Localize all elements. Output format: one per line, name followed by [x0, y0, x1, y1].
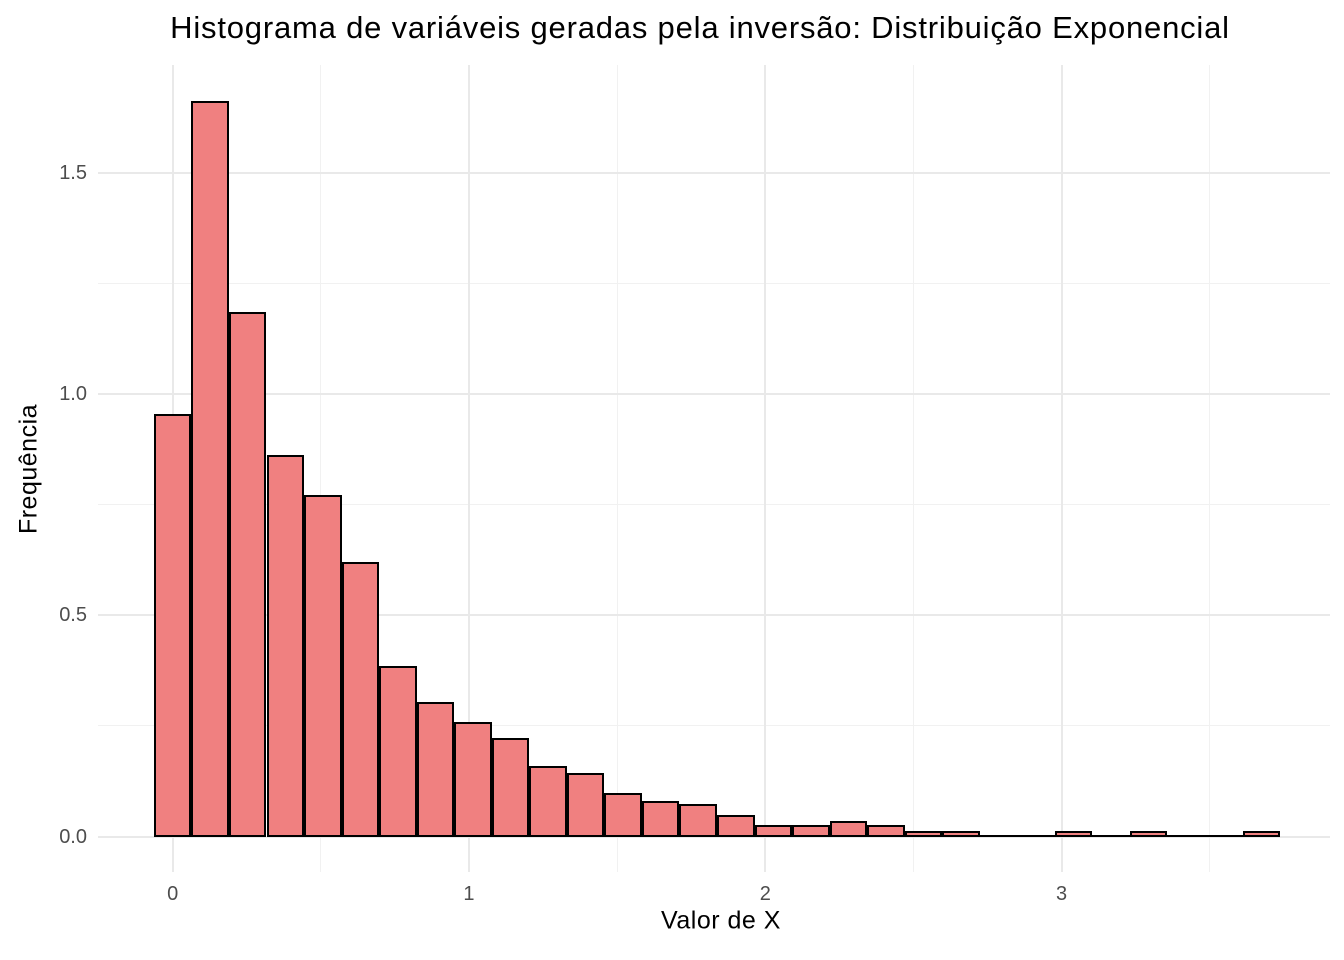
- histogram-bar: [679, 804, 717, 837]
- histogram-bar: [266, 455, 305, 837]
- histogram-bar: [1017, 834, 1055, 837]
- histogram-bar: [754, 824, 793, 837]
- histogram-bar: [829, 820, 868, 837]
- histogram-bar: [341, 562, 380, 837]
- y-tick-label: 0.0: [59, 825, 87, 848]
- histogram-bar: [979, 834, 1018, 837]
- x-minor-gridline: [912, 65, 914, 872]
- histogram-bar: [792, 824, 830, 837]
- histogram-bar: [1129, 830, 1168, 837]
- y-major-gridline: [98, 835, 1330, 838]
- x-tick-label: 0: [167, 883, 179, 905]
- histogram-bar: [1054, 830, 1093, 837]
- histogram-bar: [491, 738, 530, 837]
- histogram-bar: [529, 766, 567, 837]
- x-major-gridline: [1060, 65, 1063, 872]
- histogram-bar: [1242, 830, 1281, 837]
- histogram-bar: [716, 815, 755, 837]
- histogram-bar: [566, 773, 605, 837]
- y-major-gridline: [98, 171, 1330, 174]
- histogram-bar: [942, 830, 980, 837]
- x-tick-label: 1: [463, 883, 475, 905]
- x-tick-label: 3: [1055, 883, 1068, 905]
- histogram-bar: [867, 825, 905, 837]
- y-tick-label: 1.0: [59, 382, 87, 405]
- histogram-bar: [191, 100, 229, 837]
- histogram-bar: [454, 721, 492, 837]
- histogram-bar: [904, 830, 943, 837]
- chart-title: Histograma de variáveis geradas pela inv…: [170, 10, 1230, 45]
- x-minor-gridline: [616, 65, 618, 872]
- y-minor-gridline: [98, 725, 1330, 727]
- y-tick-label: 1.5: [59, 161, 87, 184]
- histogram-bar: [1167, 834, 1205, 837]
- y-major-gridline: [98, 392, 1330, 395]
- histogram-bar: [228, 311, 267, 837]
- x-major-gridline: [467, 65, 470, 872]
- histogram-bar: [153, 413, 192, 837]
- y-major-gridline: [98, 614, 1330, 617]
- histogram-bar: [1092, 834, 1130, 837]
- x-minor-gridline: [320, 65, 322, 872]
- plot-panel: [98, 65, 1330, 872]
- x-major-gridline: [764, 65, 767, 872]
- y-minor-gridline: [98, 504, 1330, 506]
- histogram-bar: [416, 702, 455, 837]
- histogram-bar: [604, 793, 642, 837]
- x-tick-label: 2: [759, 883, 771, 905]
- y-minor-gridline: [98, 282, 1330, 284]
- x-axis-title: Valor de X: [661, 906, 781, 935]
- x-minor-gridline: [1209, 65, 1211, 872]
- histogram-bar: [641, 800, 680, 837]
- histogram-bar: [379, 665, 417, 837]
- histogram-bar: [304, 495, 342, 837]
- histogram-bar: [1205, 834, 1243, 837]
- y-tick-label: 0.5: [59, 604, 87, 627]
- y-axis-title: Frequência: [14, 403, 43, 535]
